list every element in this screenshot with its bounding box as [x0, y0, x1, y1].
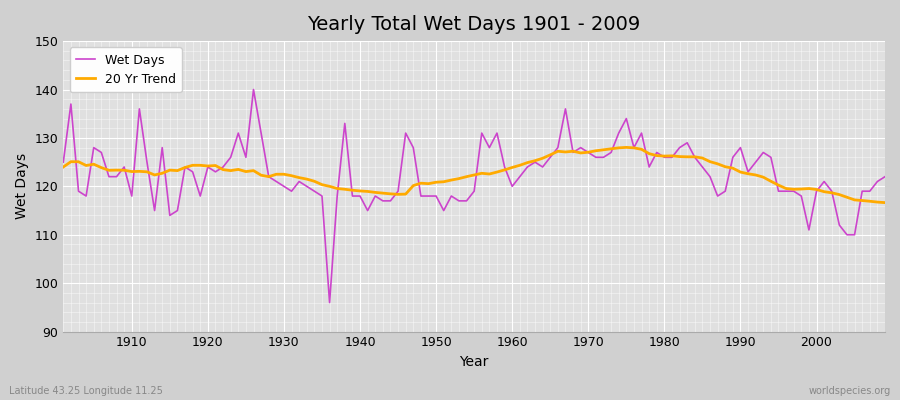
Wet Days — [613, 131, 624, 136]
Wet Days — [522, 164, 533, 169]
Line: Wet Days: Wet Days — [63, 90, 885, 302]
20 Yr Trend — [621, 145, 632, 150]
Wet Days — [293, 179, 304, 184]
Wet Days — [248, 87, 259, 92]
Line: 20 Yr Trend: 20 Yr Trend — [63, 147, 885, 203]
Wet Days — [879, 174, 890, 179]
Wet Days — [515, 174, 526, 179]
Title: Yearly Total Wet Days 1901 - 2009: Yearly Total Wet Days 1901 - 2009 — [308, 15, 641, 34]
X-axis label: Year: Year — [460, 355, 489, 369]
20 Yr Trend — [507, 165, 517, 170]
Wet Days — [324, 300, 335, 305]
Text: Latitude 43.25 Longitude 11.25: Latitude 43.25 Longitude 11.25 — [9, 386, 163, 396]
20 Yr Trend — [332, 186, 343, 191]
20 Yr Trend — [879, 200, 890, 205]
Wet Days — [119, 164, 130, 169]
20 Yr Trend — [119, 168, 130, 173]
20 Yr Trend — [500, 168, 510, 172]
Y-axis label: Wet Days: Wet Days — [15, 153, 29, 220]
Wet Days — [347, 194, 358, 198]
20 Yr Trend — [598, 147, 609, 152]
20 Yr Trend — [58, 164, 68, 169]
Wet Days — [58, 160, 68, 164]
Text: worldspecies.org: worldspecies.org — [809, 386, 891, 396]
Legend: Wet Days, 20 Yr Trend: Wet Days, 20 Yr Trend — [69, 47, 182, 92]
20 Yr Trend — [286, 173, 297, 178]
